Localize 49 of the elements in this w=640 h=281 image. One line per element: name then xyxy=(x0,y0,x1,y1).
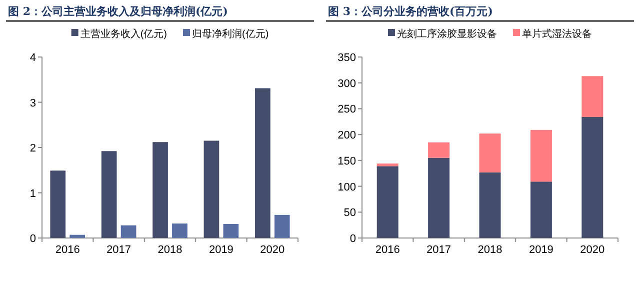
bar xyxy=(204,140,220,238)
bar xyxy=(152,142,168,238)
y-tick-label: 100 xyxy=(338,181,356,194)
y-tick-label: 50 xyxy=(344,207,356,220)
y-tick-label: 150 xyxy=(338,155,356,168)
y-tick-label: 300 xyxy=(338,78,356,90)
x-tick-label: 2019 xyxy=(208,244,234,256)
legend-label: 光刻工序涂胶显影设备 xyxy=(397,28,497,40)
y-tick-label: 0 xyxy=(30,233,36,245)
y-tick-label: 200 xyxy=(338,130,356,142)
x-tick-label: 2017 xyxy=(106,244,132,256)
legend-label: 归母净利润(亿元) xyxy=(192,28,269,40)
x-tick-label: 2019 xyxy=(528,244,554,256)
bar xyxy=(530,182,552,238)
y-tick-label: 1 xyxy=(30,188,36,200)
bar xyxy=(274,214,290,238)
y-tick-label: 250 xyxy=(338,104,356,116)
x-tick-label: 2016 xyxy=(55,244,80,256)
x-tick-label: 2020 xyxy=(260,244,285,256)
bar xyxy=(376,166,398,238)
x-tick-label: 2018 xyxy=(478,244,502,256)
x-tick-label: 2018 xyxy=(158,244,182,256)
legend-label: 单片式湿法设备 xyxy=(522,28,592,40)
y-tick-label: 0 xyxy=(350,233,356,245)
y-tick-label: 4 xyxy=(30,52,36,64)
bar xyxy=(530,130,552,182)
bar xyxy=(120,225,136,238)
chart-title: 图 3：公司分业务的营收(百万元) xyxy=(328,5,493,18)
x-tick-label: 2020 xyxy=(580,244,605,256)
y-tick-label: 350 xyxy=(338,52,356,64)
x-tick-label: 2016 xyxy=(375,244,400,256)
bar xyxy=(582,76,604,117)
bar xyxy=(479,172,501,238)
bar xyxy=(254,88,270,238)
bar xyxy=(428,142,450,158)
x-tick-label: 2017 xyxy=(426,244,452,256)
bar xyxy=(101,151,117,238)
bar xyxy=(428,158,450,238)
bar xyxy=(376,164,398,166)
bar xyxy=(479,134,501,172)
chart-title: 图 2：公司主营业务收入及归母净利润(亿元) xyxy=(8,5,228,18)
y-tick-label: 3 xyxy=(30,97,36,110)
bar xyxy=(70,234,86,238)
bar xyxy=(582,116,604,238)
y-tick-label: 2 xyxy=(30,142,36,154)
bar xyxy=(50,170,66,238)
bar xyxy=(172,224,188,238)
legend-label: 主营业务收入(亿元) xyxy=(80,28,167,40)
bar xyxy=(223,224,239,238)
